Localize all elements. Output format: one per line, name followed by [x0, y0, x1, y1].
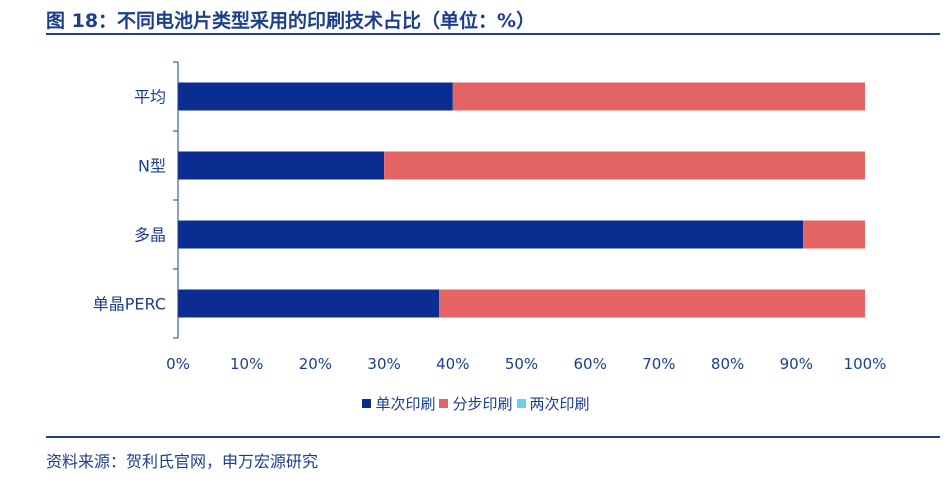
bar-1-4 — [178, 289, 440, 318]
x-tick-label: 100% — [844, 355, 887, 373]
x-tick-label: 10% — [230, 355, 263, 373]
x-tick-label: 80% — [711, 355, 744, 373]
legend-item: 单次印刷 — [362, 393, 435, 414]
y-tick-label: 多晶 — [134, 226, 166, 245]
x-tick-label: 90% — [780, 355, 813, 373]
y-tick-label: 单晶PERC — [93, 295, 166, 314]
x-tick-label: 50% — [505, 355, 538, 373]
legend-swatch — [439, 399, 449, 408]
bar-2-2 — [384, 151, 865, 180]
y-tick-label: 平均 — [134, 88, 166, 107]
x-tick-label: 30% — [367, 355, 400, 373]
x-tick-label: 20% — [299, 355, 332, 373]
legend-label: 单次印刷 — [375, 395, 436, 413]
bar-1-1 — [178, 82, 453, 111]
page-title: 图 18：不同电池片类型采用的印刷技术占比（单位：%） — [46, 10, 536, 32]
bar-2-3 — [803, 220, 865, 249]
title-divider — [46, 33, 940, 35]
legend-label: 两次印刷 — [529, 395, 590, 413]
legend-swatch — [516, 399, 526, 408]
y-tick-label: N型 — [138, 157, 166, 176]
legend-swatch — [362, 399, 372, 408]
bar-2-4 — [439, 289, 865, 318]
legend-item: 两次印刷 — [516, 393, 590, 414]
bar-1-2 — [178, 151, 385, 180]
x-tick-label: 40% — [436, 355, 469, 373]
chart-legend: 单次印刷 分步印刷 两次印刷 — [0, 393, 952, 414]
source-divider — [46, 436, 940, 438]
x-tick-label: 70% — [642, 355, 675, 373]
legend-item: 分步印刷 — [439, 393, 513, 414]
bar-1-3 — [178, 220, 804, 249]
legend-label: 分步印刷 — [452, 395, 513, 413]
x-tick-label: 0% — [166, 355, 190, 373]
source-note: 资料来源：贺利氏官网，申万宏源研究 — [46, 452, 319, 471]
x-tick-label: 60% — [574, 355, 607, 373]
bar-2-1 — [452, 82, 865, 111]
